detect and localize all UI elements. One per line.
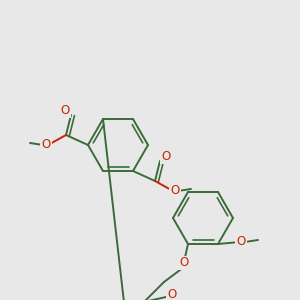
Text: O: O — [60, 104, 70, 118]
Text: O: O — [179, 256, 189, 269]
Text: O: O — [170, 184, 180, 197]
Text: O: O — [161, 151, 171, 164]
Text: O: O — [236, 236, 246, 248]
Text: O: O — [41, 139, 51, 152]
Text: O: O — [167, 289, 177, 300]
